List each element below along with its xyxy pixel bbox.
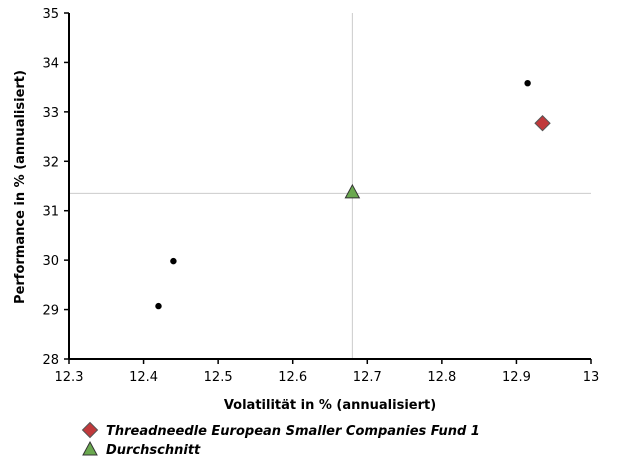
y-axis-title: Performance in % (annualisiert) xyxy=(13,70,28,304)
legend: Threadneedle European Smaller Companies … xyxy=(81,421,480,458)
x-tick-label: 12.7 xyxy=(353,370,382,385)
y-tick-label: 33 xyxy=(42,106,59,121)
x-tick-label: 13 xyxy=(583,370,600,385)
x-axis-title: Volatilität in % (annualisiert) xyxy=(224,398,436,413)
axes xyxy=(68,13,591,360)
y-tick-label: 29 xyxy=(42,304,59,319)
legend-marker xyxy=(82,440,98,456)
peer-point xyxy=(170,257,177,265)
legend-label: Threadneedle European Smaller Companies … xyxy=(106,424,480,439)
y-tick-label: 30 xyxy=(42,254,59,269)
x-tick-label: 12.8 xyxy=(427,370,456,385)
x-tick-label: 12.3 xyxy=(55,370,84,385)
x-axis-ticks: 12.3 12.4 12.5 12.6 12.7 12.8 12.9 13 xyxy=(55,359,600,385)
peer-point xyxy=(524,79,531,87)
x-tick-label: 12.9 xyxy=(502,370,531,385)
x-tick-label: 12.6 xyxy=(278,370,307,385)
data-points xyxy=(155,79,551,310)
x-tick-label: 12.4 xyxy=(129,370,158,385)
reference-lines xyxy=(69,13,591,359)
peer-point xyxy=(155,302,162,310)
y-tick-label: 32 xyxy=(42,155,59,170)
legend-marker xyxy=(81,421,99,439)
y-tick-label: 28 xyxy=(42,353,59,368)
y-tick-label: 31 xyxy=(42,205,59,220)
y-tick-label: 34 xyxy=(42,56,59,71)
y-tick-label: 35 xyxy=(42,7,59,22)
y-axis-ticks: 28 29 30 31 32 33 34 35 xyxy=(42,7,69,368)
legend-label: Durchschnitt xyxy=(106,443,201,458)
fund-point xyxy=(534,115,551,132)
average-point xyxy=(344,183,361,199)
x-tick-label: 12.5 xyxy=(204,370,233,385)
